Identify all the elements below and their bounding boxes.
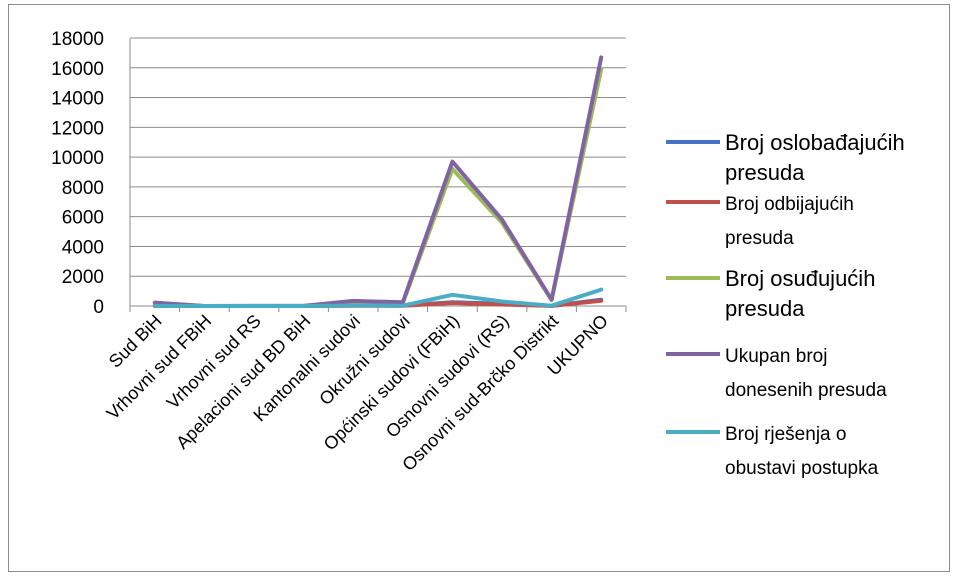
chart-frame: [8, 4, 950, 572]
legend-label: Broj osuđujućih presuda: [725, 266, 875, 321]
y-tick-label: 14000: [51, 89, 104, 110]
y-tick-label: 16000: [51, 59, 104, 80]
y-tick-label: 18000: [51, 29, 104, 50]
y-tick-label: 6000: [62, 208, 104, 229]
y-tick-label: 2000: [62, 267, 104, 288]
y-tick-label: 10000: [51, 148, 104, 169]
series-line-4: [152, 55, 604, 308]
y-tick-label: 4000: [62, 237, 104, 258]
y-tick-label: 0: [93, 297, 104, 318]
series-line-5: [152, 287, 604, 308]
y-tick-label: 8000: [62, 178, 104, 199]
legend-label: Ukupan broj donesenih presuda: [725, 346, 887, 401]
legend-label: Broj rješenja o obustavi postupka: [725, 424, 879, 479]
legend-label: Broj odbijajućih presuda: [725, 194, 854, 249]
y-tick-label: 12000: [51, 118, 104, 139]
legend-label: Broj oslobađajućih presuda: [725, 130, 905, 185]
